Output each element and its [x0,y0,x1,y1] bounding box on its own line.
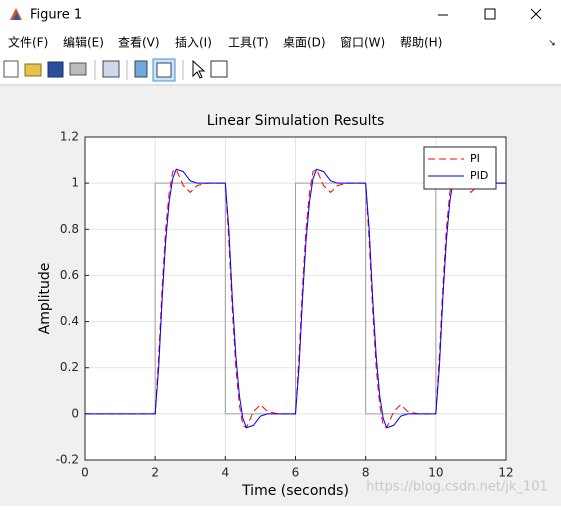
tool-link[interactable] [102,60,120,78]
tool-colorbar[interactable] [134,60,148,78]
tool-save[interactable] [47,61,64,78]
x-axis-label: Time (seconds) [241,483,349,499]
y-tick-label: 0 [71,406,79,420]
watermark: https://blog.csdn.net/jk_101 [366,480,548,495]
x-tick-label: 10 [428,466,443,480]
x-tick-label: 2 [151,466,159,480]
axes-box [84,136,507,461]
y-tick-label: 1 [71,176,79,190]
y-tick-label: -0.2 [56,453,79,467]
legend-box [423,146,497,190]
menu-arrow[interactable]: ↘ [548,39,556,49]
legend-label: PID [470,169,488,182]
menu-item[interactable]: 帮助(H) [400,36,442,50]
y-tick-label: 0.4 [60,314,79,328]
x-tick-label: 8 [362,466,370,480]
x-tick-label: 6 [292,466,300,480]
series-line [85,168,506,429]
title-menu-bg [0,0,561,84]
y-tick-label: 1.2 [60,130,79,144]
tool-print[interactable] [69,62,87,76]
x-tick-label: 0 [81,466,89,480]
maximize[interactable] [484,8,496,20]
y-tick-label: 0.8 [60,222,79,236]
x-tick-label: 4 [222,466,230,480]
tool-pointer[interactable] [192,59,206,79]
legend-label: PI [470,152,480,165]
y-tick-label: 0.2 [60,360,79,374]
y-tick-label: 0.6 [60,268,79,282]
menu-item[interactable]: 文件(F) [8,35,48,50]
window-title: Figure 1 [30,8,82,23]
menu-bar: 文件(F) 编辑(E) 查看(V) 插入(I) 工具(T) 桌面(D) 窗口(W) 帮助(H) [8,35,442,50]
series-line [85,182,506,415]
y-axis-label: Amplitude [37,263,53,335]
menu-item[interactable]: 查看(V) [118,36,160,50]
menu-item[interactable]: 编辑(E) [63,35,104,50]
menu-item[interactable]: 工具(T) [228,36,269,50]
menu-item[interactable]: 窗口(W) [340,36,385,50]
menu-item[interactable]: 桌面(D) [283,36,326,50]
toolbar [3,58,228,82]
app-icon [10,8,22,20]
chart-title: Linear Simulation Results [207,113,385,129]
menu-item[interactable]: 插入(I) [175,36,212,50]
tool-open[interactable] [24,63,42,77]
tool-inspector[interactable] [210,60,228,78]
x-tick-label: 12 [498,466,513,480]
tool-new[interactable] [3,60,19,78]
close[interactable] [530,8,542,20]
series-line [85,168,506,429]
